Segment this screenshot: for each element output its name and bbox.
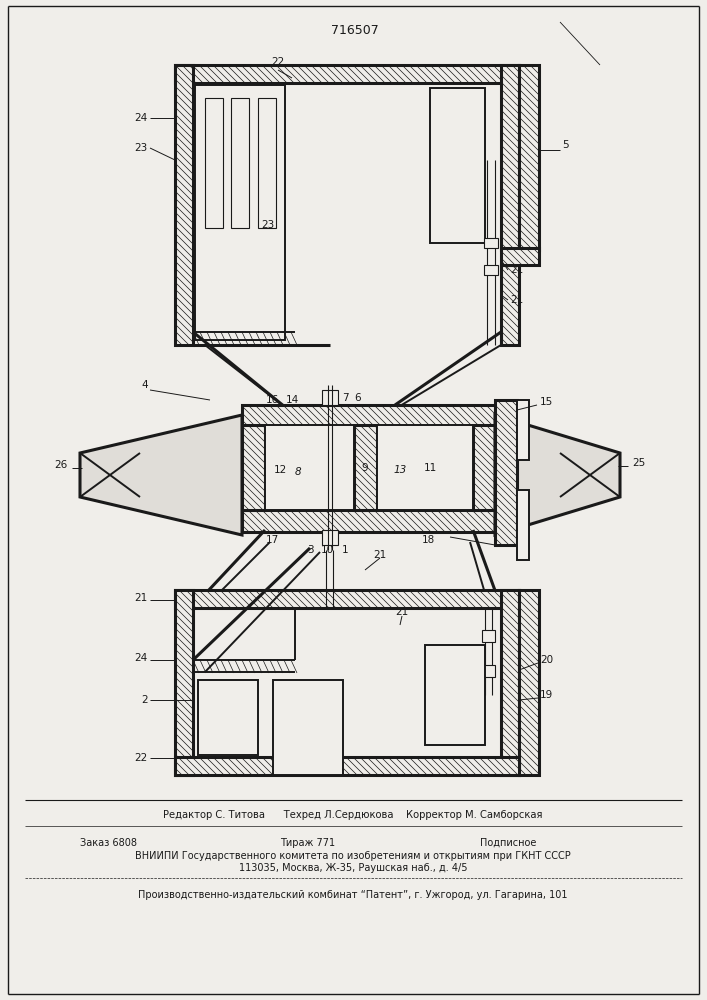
Bar xyxy=(484,265,498,275)
Bar xyxy=(501,248,539,265)
Bar xyxy=(175,590,193,775)
Text: 24: 24 xyxy=(135,113,148,123)
Bar xyxy=(175,65,519,83)
Text: 5: 5 xyxy=(562,140,568,150)
Bar xyxy=(231,98,249,228)
Text: 4: 4 xyxy=(141,380,148,390)
Bar xyxy=(430,88,485,243)
Ellipse shape xyxy=(397,490,452,500)
Text: Производственно-издательский комбинат “Патент”, г. Ужгород, ул. Гагарина, 101: Производственно-издательский комбинат “П… xyxy=(139,890,568,900)
Text: 7: 7 xyxy=(341,393,349,403)
Text: 21: 21 xyxy=(373,550,387,560)
Text: 24: 24 xyxy=(135,653,148,663)
Bar xyxy=(501,65,519,250)
Bar xyxy=(501,590,519,775)
Bar xyxy=(519,65,539,250)
Text: 18: 18 xyxy=(421,535,435,545)
Bar xyxy=(242,510,495,532)
Text: 13: 13 xyxy=(393,465,407,475)
Bar xyxy=(473,425,495,510)
Text: Тираж 771: Тираж 771 xyxy=(280,838,335,848)
Text: 23: 23 xyxy=(135,143,148,153)
Text: 21: 21 xyxy=(395,607,409,617)
Ellipse shape xyxy=(397,462,452,472)
Bar xyxy=(484,238,498,248)
Text: 8: 8 xyxy=(295,467,301,477)
Text: 12: 12 xyxy=(274,465,286,475)
Bar xyxy=(354,425,377,510)
Text: 11: 11 xyxy=(423,463,437,473)
Text: 25: 25 xyxy=(632,458,645,468)
Text: Подписное: Подписное xyxy=(480,838,537,848)
Bar xyxy=(198,680,258,755)
Text: 14: 14 xyxy=(286,395,298,405)
Ellipse shape xyxy=(324,533,336,543)
Bar xyxy=(258,98,276,228)
Polygon shape xyxy=(80,415,242,535)
Text: 23: 23 xyxy=(262,220,274,230)
Bar xyxy=(501,265,519,345)
Ellipse shape xyxy=(324,392,336,402)
Bar xyxy=(517,400,529,460)
Bar xyxy=(322,530,338,545)
Bar xyxy=(175,65,193,345)
Ellipse shape xyxy=(397,432,452,442)
Text: 2: 2 xyxy=(141,695,148,705)
Bar xyxy=(495,400,517,545)
Ellipse shape xyxy=(281,432,337,442)
Text: 113035, Москва, Ж-35, Раушская наб., д. 4/5: 113035, Москва, Ж-35, Раушская наб., д. … xyxy=(239,863,467,873)
Bar xyxy=(195,85,285,340)
Bar xyxy=(242,425,265,510)
Ellipse shape xyxy=(281,490,337,500)
Text: 20: 20 xyxy=(540,655,553,665)
Polygon shape xyxy=(495,415,620,535)
Bar xyxy=(242,405,495,427)
Text: 3: 3 xyxy=(307,545,313,555)
Text: 17: 17 xyxy=(265,535,279,545)
Bar xyxy=(482,665,495,677)
Text: 22: 22 xyxy=(271,57,285,67)
Bar xyxy=(517,490,529,560)
Text: 26: 26 xyxy=(54,460,68,470)
Text: 716507: 716507 xyxy=(331,23,379,36)
Text: 15: 15 xyxy=(540,397,554,407)
Text: 10: 10 xyxy=(320,545,334,555)
Text: 1: 1 xyxy=(341,545,349,555)
Text: Заказ 6808: Заказ 6808 xyxy=(80,838,137,848)
Bar xyxy=(425,645,485,745)
Text: 22: 22 xyxy=(135,753,148,763)
Bar xyxy=(322,390,338,405)
Text: 16: 16 xyxy=(265,395,279,405)
Bar xyxy=(377,425,473,510)
Text: ВНИИПИ Государственного комитета по изобретениям и открытиям при ГКНТ СССР: ВНИИПИ Государственного комитета по изоб… xyxy=(135,851,571,861)
Ellipse shape xyxy=(281,462,337,472)
Text: 21: 21 xyxy=(510,265,523,275)
Text: Редактор С. Титова      Техред Л.Сердюкова    Корректор М. Самборская: Редактор С. Титова Техред Л.Сердюкова Ко… xyxy=(163,810,543,820)
Bar xyxy=(175,757,519,775)
Bar xyxy=(273,680,343,775)
Text: 6: 6 xyxy=(355,393,361,403)
Bar xyxy=(205,98,223,228)
Text: 19: 19 xyxy=(540,690,554,700)
Text: 9: 9 xyxy=(362,463,368,473)
Bar xyxy=(482,630,495,642)
Bar xyxy=(519,590,539,775)
Text: 21: 21 xyxy=(135,593,148,603)
Bar xyxy=(265,425,354,510)
Bar xyxy=(175,590,519,608)
Text: 21: 21 xyxy=(510,295,523,305)
